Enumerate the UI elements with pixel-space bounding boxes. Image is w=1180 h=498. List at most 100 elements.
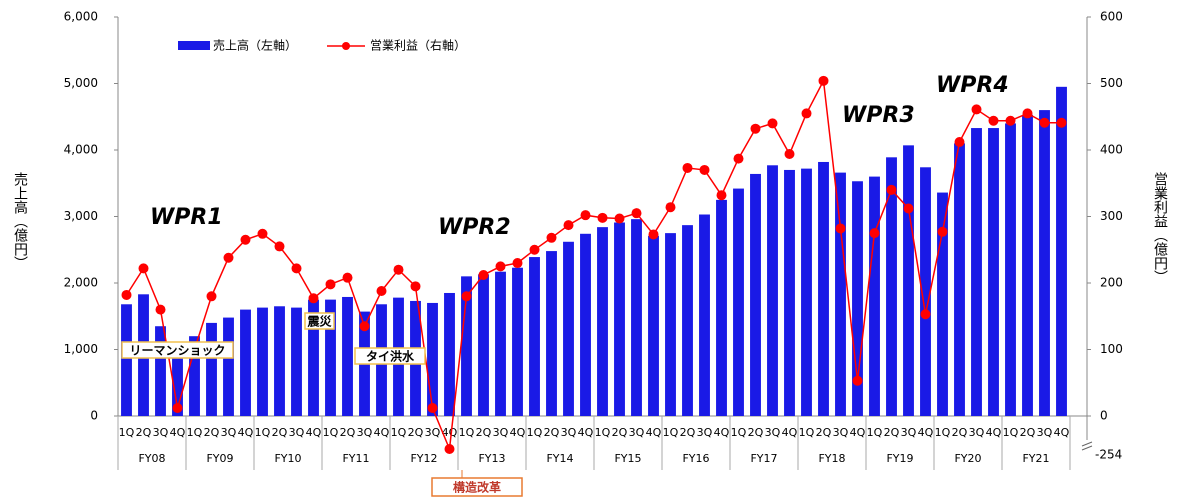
group-label: FY08 xyxy=(138,452,165,465)
profit-point xyxy=(971,104,982,115)
x-tick-label: 4Q xyxy=(714,426,730,439)
x-tick-label: 4Q xyxy=(578,426,594,439)
group-label: FY20 xyxy=(954,452,981,465)
legend-swatch xyxy=(178,41,210,50)
bar xyxy=(121,304,132,416)
group-label: FY10 xyxy=(274,452,301,465)
group-label: FY09 xyxy=(206,452,233,465)
wpr-label: WPR1 xyxy=(150,205,223,230)
value-label: -254 xyxy=(1095,448,1122,462)
legend-label: 営業利益（右軸） xyxy=(370,38,466,53)
bar xyxy=(1056,86,1067,416)
profit-point xyxy=(376,285,387,296)
profit-point xyxy=(852,375,863,386)
bar xyxy=(580,233,591,416)
group-label: FY16 xyxy=(682,452,709,465)
y2-axis-title: 営業利益（億円） xyxy=(1152,172,1168,284)
x-tick-label: 3Q xyxy=(1037,426,1053,439)
x-tick-label: 2Q xyxy=(544,426,560,439)
y2-tick-label: 0 xyxy=(1100,409,1108,423)
x-tick-label: 2Q xyxy=(1020,426,1036,439)
profit-point xyxy=(1005,115,1016,126)
legend-label: 売上高（左軸） xyxy=(213,38,297,53)
x-tick-label: 2Q xyxy=(884,426,900,439)
profit-point xyxy=(801,108,812,119)
profit-point xyxy=(784,148,795,159)
bar xyxy=(189,336,200,416)
bar xyxy=(291,307,302,416)
profit-point xyxy=(291,263,302,274)
group-label: FY17 xyxy=(750,452,777,465)
group-label: FY18 xyxy=(818,452,845,465)
x-tick-label: 1Q xyxy=(119,426,135,439)
bar xyxy=(971,128,982,416)
bar xyxy=(274,306,285,416)
profit-point xyxy=(529,244,540,255)
profit-point xyxy=(1056,117,1067,128)
x-tick-label: 2Q xyxy=(748,426,764,439)
bar xyxy=(716,199,727,416)
x-tick-label: 1Q xyxy=(527,426,543,439)
bar xyxy=(512,267,523,416)
profit-point xyxy=(614,213,625,224)
bar xyxy=(614,222,625,416)
bar xyxy=(665,233,676,416)
profit-point xyxy=(240,234,251,245)
bar xyxy=(342,296,353,416)
x-tick-label: 3Q xyxy=(425,426,441,439)
x-tick-label: 1Q xyxy=(1003,426,1019,439)
profit-point xyxy=(733,153,744,164)
group-label: FY12 xyxy=(410,452,437,465)
x-tick-label: 2Q xyxy=(476,426,492,439)
profit-point xyxy=(699,164,710,175)
x-tick-label: 3Q xyxy=(901,426,917,439)
bar xyxy=(767,165,778,416)
annotation-label: リーマンショック xyxy=(129,344,225,358)
group-label: FY21 xyxy=(1022,452,1049,465)
bar xyxy=(257,307,268,416)
x-tick-label: 4Q xyxy=(646,426,662,439)
x-tick-label: 4Q xyxy=(442,426,458,439)
axis-break xyxy=(1081,441,1093,451)
bar xyxy=(886,157,897,416)
bar xyxy=(461,276,472,416)
y-tick-label: 1,000 xyxy=(64,342,98,356)
profit-point xyxy=(903,203,914,214)
profit-point xyxy=(342,272,353,283)
profit-point xyxy=(206,291,217,302)
annotation-label: 震災 xyxy=(307,315,332,329)
profit-point xyxy=(359,321,370,332)
bar xyxy=(818,161,829,416)
profit-point xyxy=(988,115,999,126)
x-tick-label: 2Q xyxy=(680,426,696,439)
profit-point xyxy=(172,403,183,414)
bar xyxy=(682,225,693,416)
bar xyxy=(546,251,557,416)
profit-point xyxy=(393,264,404,275)
bar xyxy=(308,299,319,416)
profit-point xyxy=(1022,108,1033,119)
bar xyxy=(1005,123,1016,417)
x-tick-label: 4Q xyxy=(510,426,526,439)
y2-tick-label: 500 xyxy=(1100,76,1123,90)
profit-point xyxy=(954,137,965,148)
profit-point xyxy=(308,293,319,304)
profit-point xyxy=(121,289,132,300)
annotation-box xyxy=(304,312,335,330)
profit-point xyxy=(750,123,761,134)
profit-point xyxy=(682,162,693,173)
profit-point xyxy=(495,261,506,272)
profit-point xyxy=(920,309,931,320)
x-tick-label: 3Q xyxy=(765,426,781,439)
profit-point xyxy=(461,291,472,302)
x-tick-label: 3Q xyxy=(289,426,305,439)
group-label: FY15 xyxy=(614,452,641,465)
x-tick-label: 3Q xyxy=(561,426,577,439)
bar xyxy=(597,227,608,416)
bar xyxy=(427,302,438,416)
bar xyxy=(631,219,642,416)
profit-point xyxy=(274,241,285,252)
bar xyxy=(699,214,710,416)
bar xyxy=(733,188,744,416)
